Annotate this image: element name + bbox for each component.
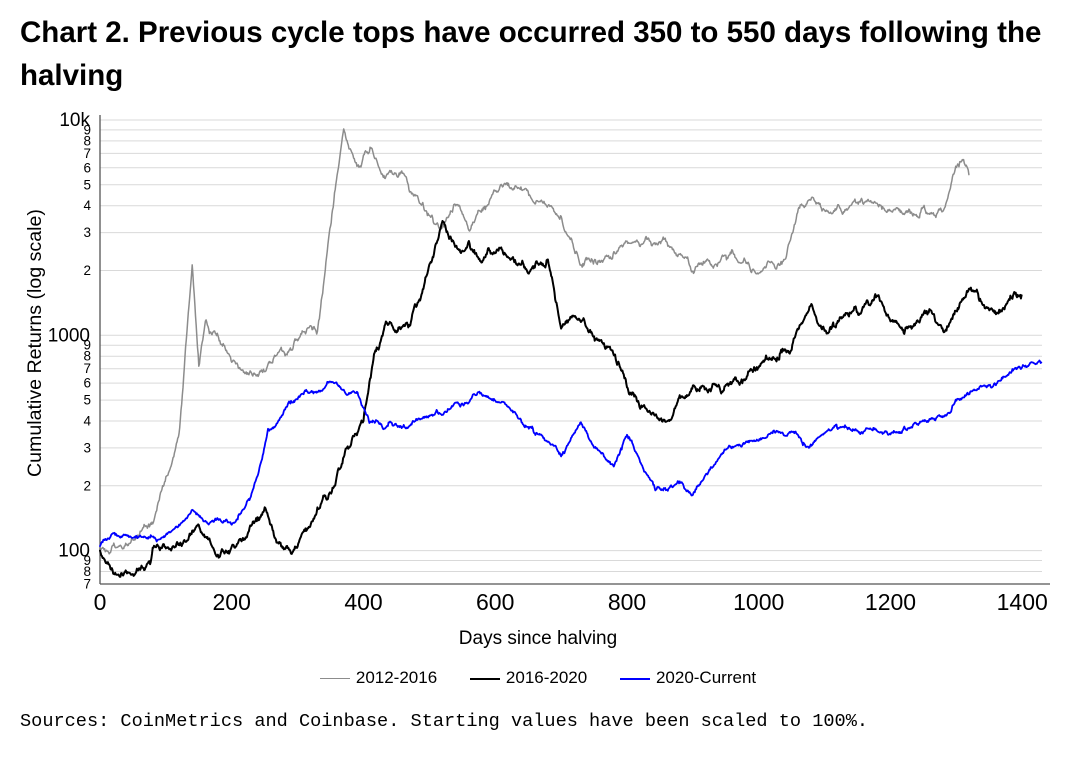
svg-text:2: 2 [83,478,91,493]
svg-text:1000: 1000 [733,589,784,615]
svg-text:6: 6 [83,376,91,391]
svg-text:3: 3 [83,440,91,455]
svg-text:5: 5 [83,393,91,408]
svg-text:3: 3 [83,225,91,240]
svg-text:600: 600 [476,589,514,615]
svg-text:9: 9 [83,122,91,137]
svg-text:0: 0 [94,589,107,615]
svg-text:9: 9 [83,553,91,568]
svg-text:4: 4 [83,198,91,213]
svg-text:800: 800 [608,589,646,615]
svg-text:200: 200 [213,589,251,615]
svg-text:400: 400 [344,589,382,615]
svg-text:6: 6 [83,160,91,175]
svg-text:9: 9 [83,338,91,353]
svg-text:1200: 1200 [865,589,916,615]
svg-text:5: 5 [83,177,91,192]
svg-text:2: 2 [83,263,91,278]
svg-text:1400: 1400 [997,589,1048,615]
svg-text:4: 4 [83,414,91,429]
